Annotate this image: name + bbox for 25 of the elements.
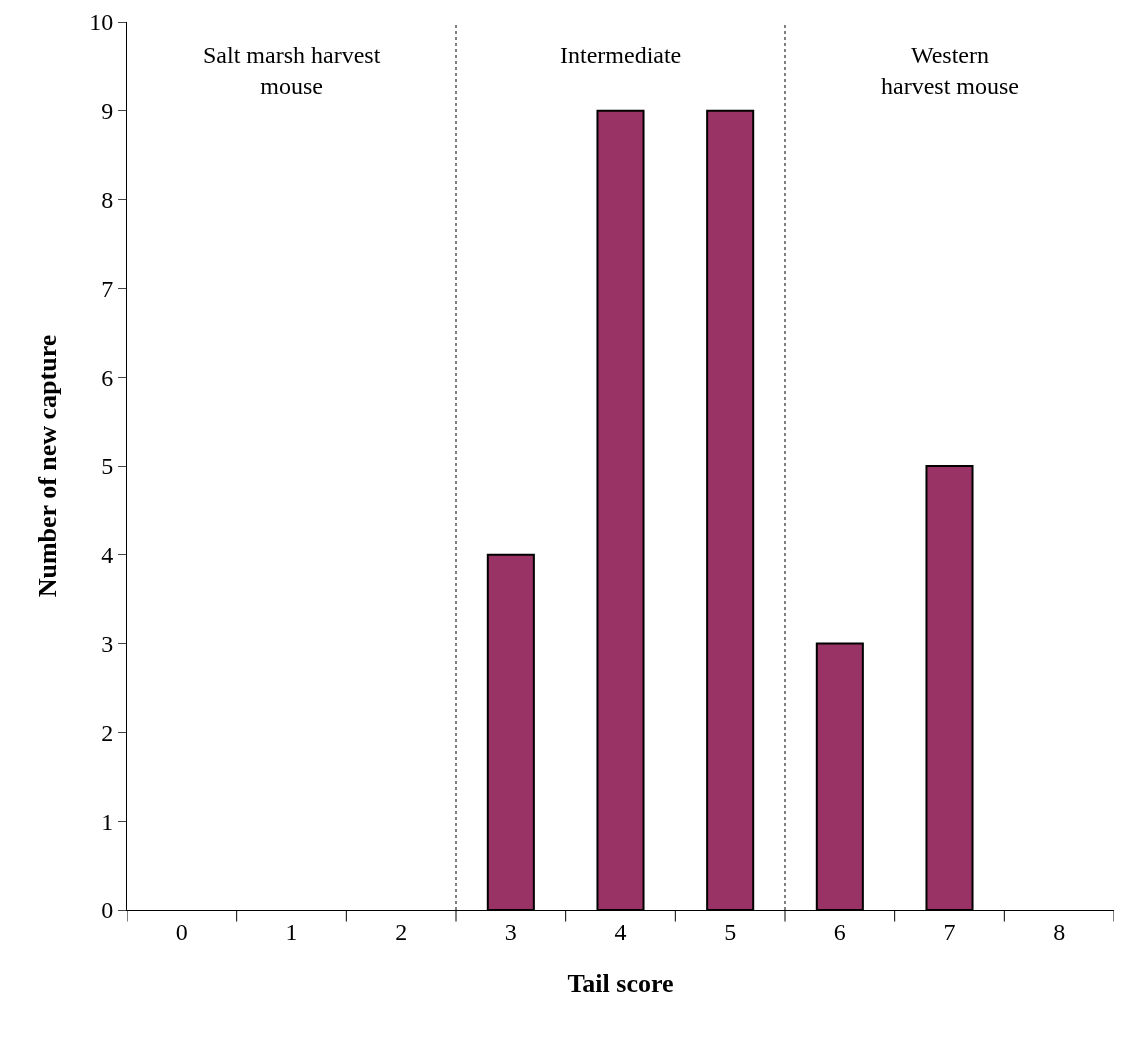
- annotation: Western harvest mouse: [881, 42, 1019, 100]
- x-tick-label: 6: [833, 918, 846, 945]
- annotation: Intermediate: [560, 42, 682, 68]
- x-tick-label: 0: [175, 918, 188, 945]
- x-tick-label: 1: [285, 918, 298, 945]
- y-tick-label: 7: [101, 275, 114, 302]
- y-tick-label: 5: [101, 453, 114, 480]
- x-tick-label: 2: [395, 918, 408, 945]
- annotation: Salt marsh harvest mouse: [203, 42, 381, 100]
- y-tick-label: 9: [101, 98, 114, 125]
- y-tick-label: 0: [101, 897, 114, 924]
- y-tick-label: 10: [89, 9, 114, 36]
- y-tick-label: 4: [101, 542, 114, 569]
- x-tick-label: 3: [504, 918, 517, 945]
- y-axis-title: Number of new capture: [32, 334, 62, 598]
- x-tick-label: 5: [724, 918, 737, 945]
- y-tick-label: 2: [101, 719, 114, 746]
- y-tick-label: 1: [101, 808, 114, 835]
- x-tick-label: 4: [614, 918, 627, 945]
- x-tick-label: 7: [943, 918, 956, 945]
- x-axis-title: Tail score: [567, 969, 674, 999]
- y-tick-label: 3: [101, 631, 114, 657]
- y-tick-label: 6: [101, 364, 114, 391]
- x-tick-label: 8: [1053, 918, 1066, 945]
- y-tick-label: 8: [101, 187, 114, 213]
